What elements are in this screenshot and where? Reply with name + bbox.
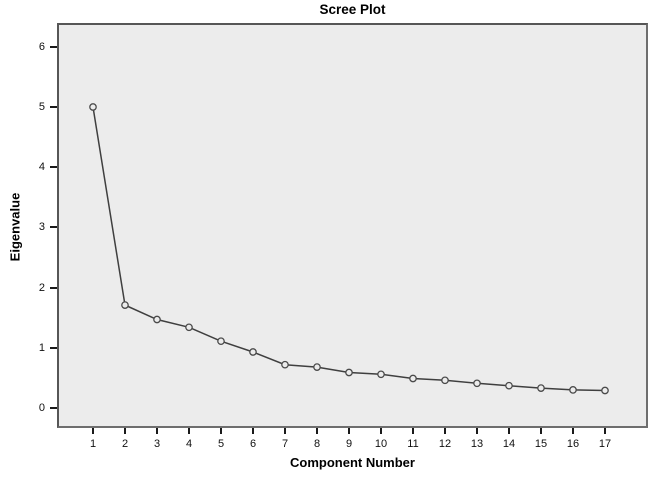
x-tick-label: 14 [502, 438, 516, 450]
x-tick-mark [124, 428, 126, 434]
x-tick-label: 2 [121, 438, 129, 450]
scree-line-chart [89, 103, 609, 395]
x-tick-label: 9 [345, 438, 353, 450]
x-tick-label: 3 [153, 438, 161, 450]
data-point-marker [281, 360, 289, 369]
y-tick-label: 1 [38, 341, 45, 354]
data-point-marker [217, 337, 225, 346]
data-point-marker [153, 315, 161, 324]
data-point-marker [441, 376, 449, 385]
y-tick-label: 4 [38, 161, 45, 174]
x-tick-mark [156, 428, 158, 434]
x-tick-mark [412, 428, 414, 434]
x-tick-mark [220, 428, 222, 434]
x-tick-mark [252, 428, 254, 434]
y-tick-label: 6 [38, 40, 45, 53]
data-point-marker [313, 363, 321, 371]
x-tick-mark [348, 428, 350, 434]
x-tick-mark [604, 428, 606, 434]
chart-title: Scree Plot [319, 2, 386, 17]
y-tick-label: 5 [38, 101, 45, 113]
y-tick-mark [50, 407, 57, 409]
data-point-marker [249, 348, 257, 356]
scree-line [92, 106, 606, 392]
x-tick-label: 5 [217, 438, 225, 450]
x-tick-mark [476, 428, 478, 434]
x-tick-mark [284, 428, 286, 434]
y-tick-mark [50, 166, 57, 169]
data-point-marker [409, 374, 417, 383]
y-tick-mark [50, 226, 57, 229]
x-axis-label: Component Number [290, 455, 415, 470]
x-tick-label: 17 [598, 438, 612, 450]
x-tick-label: 15 [534, 438, 548, 450]
x-tick-label: 1 [89, 438, 97, 450]
x-tick-mark [92, 428, 94, 434]
x-tick-label: 8 [313, 438, 321, 450]
x-tick-mark [380, 428, 382, 434]
x-tick-mark [316, 428, 318, 434]
data-point-marker [377, 370, 385, 379]
x-tick-label: 16 [566, 438, 580, 450]
y-tick-mark [50, 45, 57, 48]
data-point-marker [345, 368, 353, 377]
x-tick-mark [188, 428, 190, 434]
x-tick-mark [540, 428, 542, 434]
data-point-marker [569, 386, 577, 394]
x-tick-mark [444, 428, 446, 434]
y-tick-label: 3 [38, 221, 45, 234]
x-tick-mark [572, 428, 574, 434]
data-point-marker [601, 386, 609, 395]
data-point-marker [505, 381, 513, 390]
y-tick-label: 2 [38, 281, 45, 294]
data-point-marker [473, 379, 481, 388]
data-point-marker [121, 301, 129, 309]
y-tick-mark [50, 286, 57, 289]
plot-area [57, 23, 648, 428]
data-point-marker [185, 323, 193, 332]
x-tick-mark [508, 428, 510, 434]
y-tick-mark [50, 106, 57, 108]
x-tick-label: 6 [249, 438, 257, 450]
x-tick-label: 13 [470, 438, 484, 450]
x-tick-label: 11 [407, 438, 419, 450]
y-tick-label: 0 [38, 402, 45, 414]
x-tick-label: 12 [438, 438, 452, 450]
y-tick-mark [50, 346, 57, 349]
data-point-marker [537, 384, 545, 392]
x-tick-label: 7 [281, 438, 289, 450]
x-tick-label: 10 [374, 438, 388, 450]
data-point-marker [89, 103, 97, 111]
x-tick-label: 4 [185, 438, 193, 450]
